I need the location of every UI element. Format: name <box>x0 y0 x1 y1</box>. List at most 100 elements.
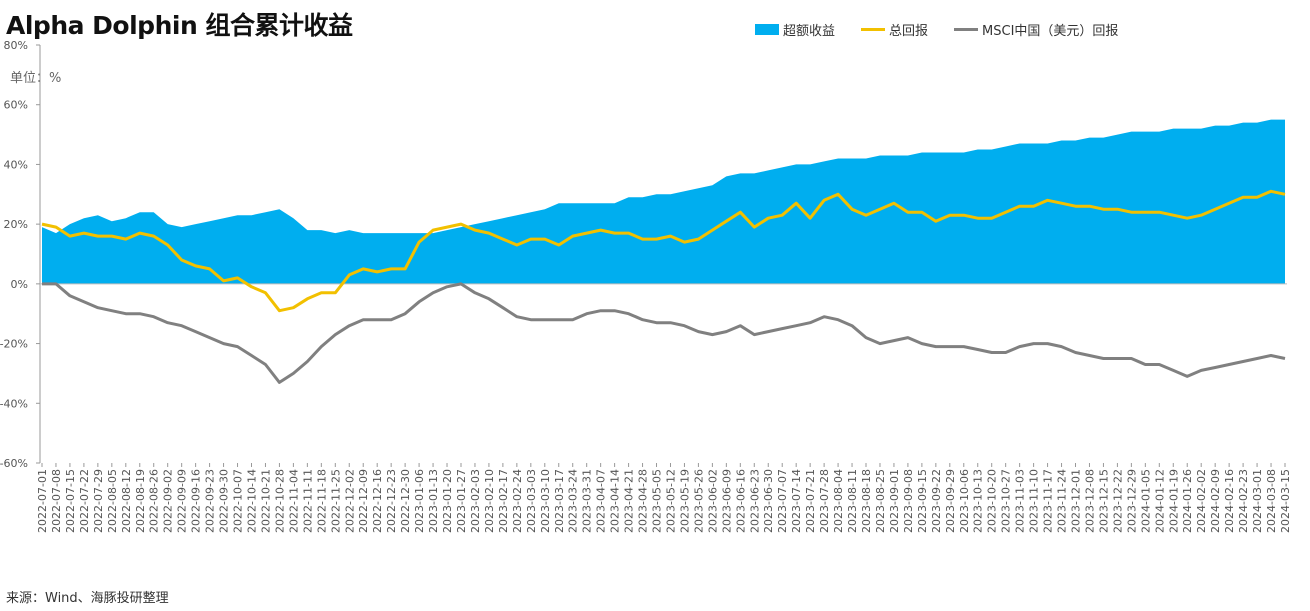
x-tick-label: 2023-02-17 <box>497 469 510 533</box>
x-tick-label: 2022-11-04 <box>287 469 300 533</box>
lines-layer <box>41 189 1286 384</box>
x-tick-label: 2023-05-12 <box>664 469 677 533</box>
legend-item-excess: 超额收益 <box>755 20 835 39</box>
x-tick-label: 2024-02-09 <box>1209 469 1222 533</box>
x-tick-label: 2023-01-20 <box>441 469 454 533</box>
y-tick-label: -20% <box>0 338 28 351</box>
x-tick-label: 2023-02-03 <box>469 469 482 533</box>
x-tick-label: 2023-01-13 <box>427 469 440 533</box>
x-tick-label: 2023-05-19 <box>678 469 691 533</box>
legend-item-total: 总回报 <box>861 20 928 39</box>
series-excess-area <box>42 119 1285 284</box>
x-tick-label: 2023-08-04 <box>832 469 845 533</box>
y-tick-label: 40% <box>4 158 28 171</box>
y-tick-labels: -60% -40% -20% 0% 20% 40% 60% 80% <box>0 39 28 470</box>
series-msci-line <box>42 282 1286 384</box>
x-tick-label: 2023-12-15 <box>1097 469 1110 533</box>
legend-item-msci: MSCI中国（美元）回报 <box>954 20 1118 39</box>
x-tick-label: 2022-10-14 <box>245 469 258 533</box>
legend-swatch-msci <box>954 28 979 31</box>
x-tick-label: 2023-09-29 <box>944 469 957 533</box>
unit-label: 单位：% <box>10 71 62 86</box>
x-tick-label: 2022-09-02 <box>162 469 175 533</box>
x-tick-label: 2024-01-05 <box>1139 469 1152 533</box>
x-tick-label: 2023-10-20 <box>986 469 999 533</box>
x-tick-label: 2023-03-10 <box>539 469 552 533</box>
x-tick-label: 2024-03-01 <box>1251 469 1264 533</box>
x-tick-label: 2022-10-21 <box>259 469 272 533</box>
x-tick-label: 2022-08-19 <box>134 469 147 533</box>
x-tick-label: 2023-12-01 <box>1070 469 1083 533</box>
x-tick-label: 2023-10-13 <box>972 469 985 533</box>
x-tick-label: 2024-02-02 <box>1195 469 1208 533</box>
x-tick-label: 2023-03-17 <box>553 469 566 533</box>
x-tick-label: 2023-11-03 <box>1014 469 1027 533</box>
x-tick-label: 2023-02-24 <box>511 469 524 533</box>
y-tick-label: 60% <box>4 99 28 112</box>
x-tick-label: 2023-01-06 <box>413 469 426 533</box>
x-tick-label: 2023-12-08 <box>1083 469 1096 533</box>
x-tick-label: 2023-05-05 <box>651 469 664 533</box>
series-total-return-line <box>41 189 1286 313</box>
x-tick-label: 2023-06-02 <box>706 469 719 533</box>
legend-label-excess: 超额收益 <box>783 24 836 39</box>
x-tick-label: 2023-04-07 <box>595 469 608 533</box>
x-tick-label: 2022-11-25 <box>329 469 342 533</box>
x-tick-label: 2023-07-07 <box>776 469 789 533</box>
x-tick-label: 2022-12-30 <box>399 469 412 533</box>
legend: 超额收益 总回报 MSCI中国（美元）回报 <box>755 20 1144 39</box>
x-tick-label: 2023-06-09 <box>720 469 733 533</box>
x-tick-label: 2023-07-21 <box>804 469 817 533</box>
legend-swatch-excess <box>755 24 779 35</box>
y-tick-label: 80% <box>4 39 28 52</box>
x-tick-label: 2022-07-08 <box>50 469 63 533</box>
x-tick-label: 2022-12-16 <box>371 469 384 533</box>
x-tick-label: 2022-07-15 <box>64 469 77 533</box>
legend-swatch-total <box>861 28 886 31</box>
x-tick-label: 2022-10-28 <box>273 469 286 533</box>
x-tick-label: 2022-09-23 <box>204 469 217 533</box>
x-tick-label: 2022-10-07 <box>232 469 245 533</box>
x-tick-label: 2022-11-11 <box>301 469 314 533</box>
x-tick-label: 2023-08-18 <box>860 469 873 533</box>
x-tick-label: 2022-12-02 <box>343 469 356 533</box>
x-tick-label: 2023-03-31 <box>581 469 594 533</box>
x-tick-label: 2022-11-18 <box>315 469 328 533</box>
x-tick-label: 2023-07-28 <box>818 469 831 533</box>
x-tick-label: 2023-04-14 <box>609 469 622 533</box>
x-tick-label: 2023-04-28 <box>637 469 650 533</box>
x-tick-label: 2023-09-22 <box>930 469 943 533</box>
legend-label-total: 总回报 <box>889 24 929 39</box>
x-tick-label: 2023-10-27 <box>1000 469 1013 533</box>
x-tick-label: 2022-09-30 <box>218 469 231 533</box>
x-tick-label: 2022-08-12 <box>120 469 133 533</box>
x-tick-label: 2023-11-17 <box>1042 469 1055 533</box>
x-tick-label: 2023-02-10 <box>483 469 496 533</box>
x-tick-label: 2023-12-22 <box>1111 469 1124 533</box>
source-note: 来源：Wind、海豚投研整理 <box>6 591 169 606</box>
chart-title: Alpha Dolphin 组合累计收益 <box>6 11 353 40</box>
x-tick-label: 2023-09-15 <box>916 469 929 533</box>
y-tick-label: -40% <box>0 397 28 410</box>
y-tick-label: 20% <box>4 218 28 231</box>
legend-label-msci: MSCI中国（美元）回报 <box>982 24 1119 39</box>
x-tick-label: 2023-08-25 <box>874 469 887 533</box>
x-tick-label: 2023-09-08 <box>902 469 915 533</box>
y-tick-label: 0% <box>11 278 28 291</box>
x-tick-label: 2022-07-29 <box>92 469 105 533</box>
x-tick-label: 2023-10-06 <box>958 469 971 533</box>
x-tick-label: 2024-01-26 <box>1181 469 1194 533</box>
x-tick-label: 2023-09-01 <box>888 469 901 533</box>
x-tick-label: 2023-07-14 <box>790 469 803 533</box>
x-tick-label: 2024-01-19 <box>1167 469 1180 533</box>
x-tick-label: 2023-05-26 <box>692 469 705 533</box>
y-tick-label: -60% <box>0 457 28 470</box>
x-tick-label: 2023-06-23 <box>748 469 761 533</box>
x-tick-label: 2023-03-03 <box>525 469 538 533</box>
x-tick-label: 2022-12-09 <box>357 469 370 533</box>
x-tick-label: 2022-07-01 <box>36 469 49 533</box>
x-tick-label: 2022-09-16 <box>190 469 203 533</box>
x-tick-label: 2022-07-22 <box>78 469 91 533</box>
x-tick-label: 2022-09-09 <box>176 469 189 533</box>
